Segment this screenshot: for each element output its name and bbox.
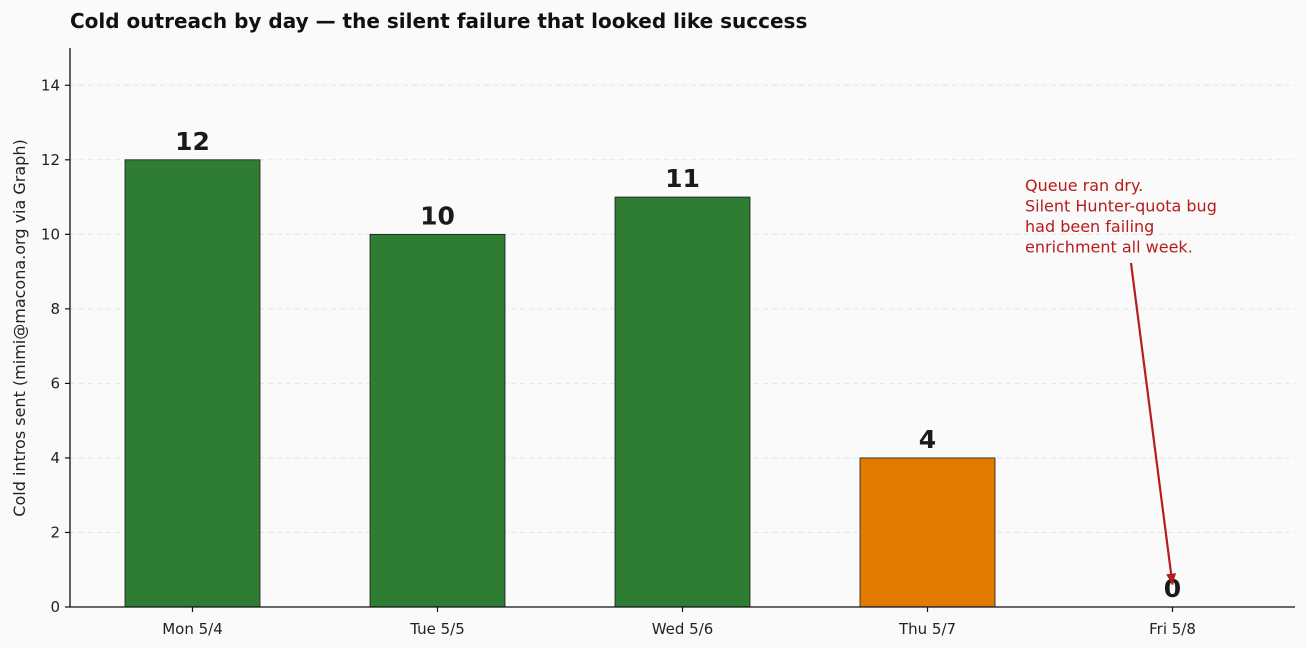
annotation-line: Silent Hunter-quota bug bbox=[1025, 197, 1217, 216]
annotation: Queue ran dry. Silent Hunter-quota bug had… bbox=[1025, 176, 1217, 585]
y-tick-label: 12 bbox=[41, 151, 60, 169]
bar bbox=[614, 196, 751, 608]
y-tick-label: 6 bbox=[50, 374, 60, 392]
x-ticks: Mon 5/4 Tue 5/5 Wed 5/6 Thu 5/7 Fri 5/8 bbox=[162, 607, 1196, 638]
bar bbox=[369, 233, 506, 608]
chart-title: Cold outreach by day — the silent failur… bbox=[70, 9, 807, 33]
y-tick-label: 4 bbox=[50, 449, 60, 467]
value-labels: 12 10 11 4 0 bbox=[175, 127, 1181, 603]
bar-value-label: 12 bbox=[175, 127, 210, 156]
annotation-line: enrichment all week. bbox=[1025, 238, 1193, 257]
bars bbox=[124, 159, 996, 608]
y-tick-label: 10 bbox=[41, 225, 60, 243]
annotation-line: Queue ran dry. bbox=[1025, 176, 1143, 195]
x-tick-label: Mon 5/4 bbox=[162, 620, 223, 638]
bar-value-label: 4 bbox=[919, 425, 936, 454]
y-tick-label: 2 bbox=[50, 523, 60, 541]
annotation-arrow-line bbox=[1129, 262, 1174, 585]
y-ticks: 0 2 4 6 8 10 12 14 bbox=[41, 76, 70, 616]
y-axis-label: Cold intros sent (mimi@macona.org via Gr… bbox=[10, 139, 29, 516]
annotation-text: Queue ran dry. Silent Hunter-quota bug had… bbox=[1025, 176, 1217, 257]
x-tick-label: Fri 5/8 bbox=[1149, 620, 1196, 638]
bar bbox=[859, 457, 996, 608]
bar-value-label: 10 bbox=[420, 201, 455, 230]
y-tick-label: 8 bbox=[50, 300, 60, 318]
bar bbox=[124, 159, 261, 608]
bar-value-label: 0 bbox=[1164, 574, 1181, 603]
annotation-arrowhead bbox=[1166, 573, 1177, 585]
x-tick-label: Tue 5/5 bbox=[409, 620, 465, 638]
y-tick-label: 14 bbox=[41, 76, 60, 94]
annotation-line: had been failing bbox=[1025, 217, 1154, 236]
y-tick-label: 0 bbox=[50, 598, 60, 616]
bar-value-label: 11 bbox=[665, 164, 700, 193]
x-tick-label: Thu 5/7 bbox=[898, 620, 956, 638]
x-tick-label: Wed 5/6 bbox=[652, 620, 714, 638]
